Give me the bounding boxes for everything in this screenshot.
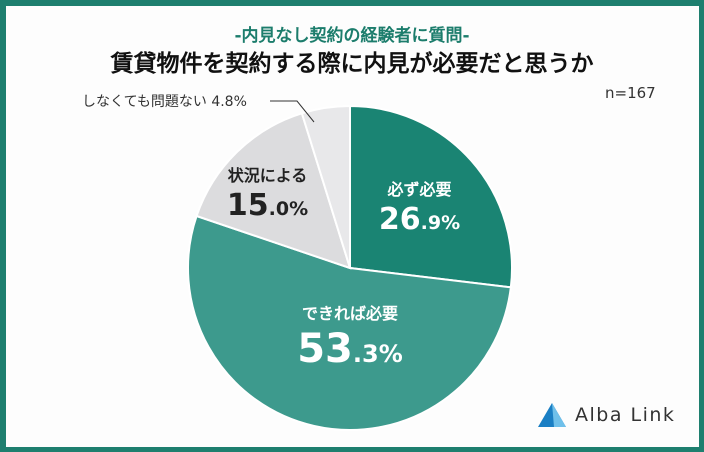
label-name: できれば必要 — [301, 304, 398, 323]
chart-title: 賃貸物件を契約する際に内見が必要だと思うか — [110, 51, 594, 77]
slice-label-must: 必ず必要 26.9% — [372, 176, 467, 237]
brand-logo: Alba Link — [537, 402, 675, 428]
chart-subtitle: -内見なし契約の経験者に質問- — [234, 26, 470, 46]
slice-depends — [195, 112, 352, 270]
alba-link-logo-icon — [538, 403, 566, 427]
slice-label-none: しなくても問題ない 4.8% — [82, 94, 247, 110]
slice-must — [349, 104, 513, 289]
sample-size: n=167 — [605, 84, 656, 102]
slice-label-prefer: できれば必要 53.3% — [285, 300, 415, 372]
slice-none — [300, 104, 351, 269]
label-name: 必ず必要 — [387, 180, 452, 199]
logo-text: Alba Link — [575, 404, 676, 426]
label-name: 状況による — [227, 166, 308, 185]
slice-label-depends: 状況による 15.0% — [220, 162, 315, 223]
callout-line — [270, 100, 315, 123]
slice-prefer — [187, 214, 512, 431]
